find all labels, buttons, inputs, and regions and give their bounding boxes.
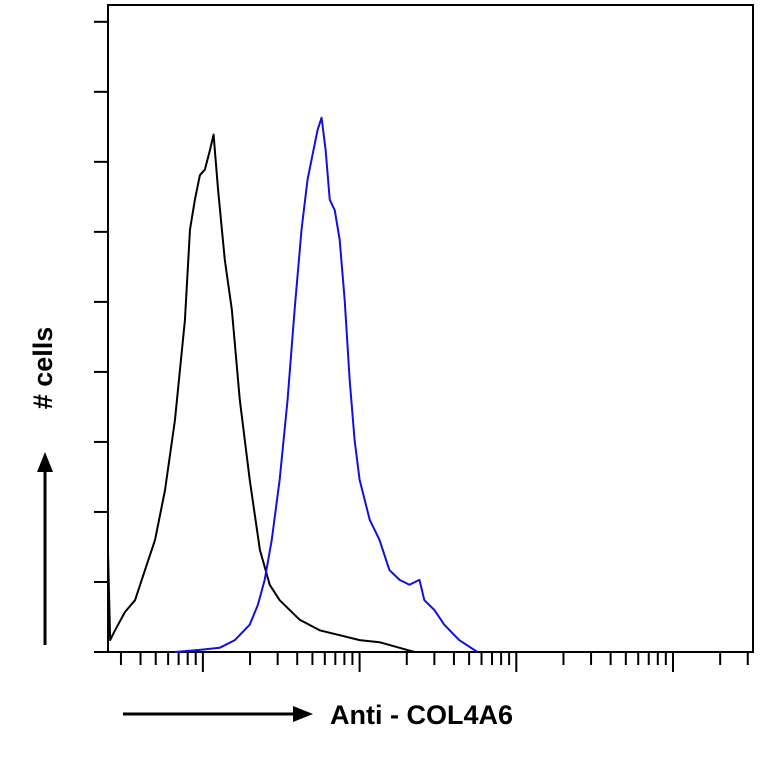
histogram-line <box>174 116 478 653</box>
x-arrow-head <box>293 706 313 722</box>
x-axis-label: Anti - COL4A6 <box>330 700 513 730</box>
histogram-line <box>107 133 415 653</box>
plot-frame <box>107 4 754 653</box>
y-axis-label: # cells <box>28 327 58 410</box>
y-arrow-head <box>37 452 53 472</box>
